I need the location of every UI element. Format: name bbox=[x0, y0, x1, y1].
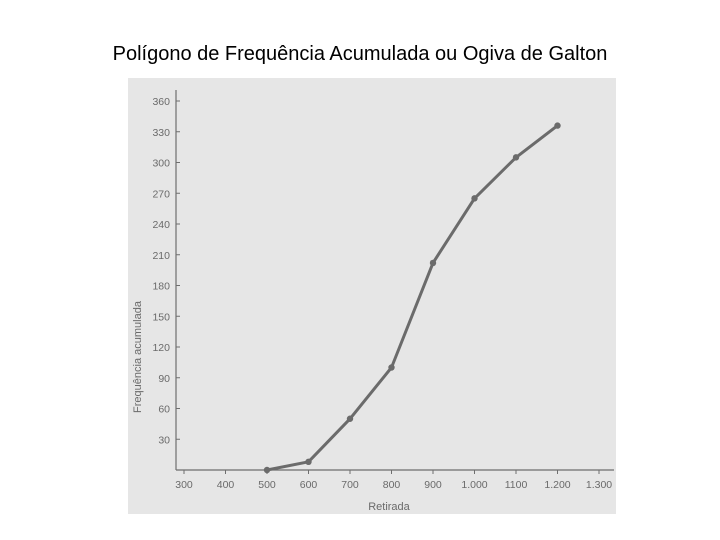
x-axis-label: Retirada bbox=[368, 501, 410, 513]
x-tick-label: 600 bbox=[300, 479, 318, 491]
x-axis-ticks: 300 400 500 600 700 800 900 1.000 1100 1.200 1.300 bbox=[175, 470, 612, 491]
y-tick-label: 180 bbox=[152, 281, 170, 293]
y-axis-label: Frequência acumulada bbox=[132, 300, 144, 413]
y-tick-label: 300 bbox=[152, 158, 170, 170]
x-tick-label: 300 bbox=[175, 479, 193, 491]
data-point bbox=[471, 195, 478, 202]
data-points bbox=[263, 122, 561, 474]
x-tick-label: 400 bbox=[217, 479, 235, 491]
y-tick-label: 90 bbox=[158, 373, 170, 385]
x-tick-label: 800 bbox=[383, 479, 401, 491]
y-tick-label: 360 bbox=[152, 96, 170, 108]
data-point bbox=[388, 364, 395, 371]
y-tick-label: 150 bbox=[152, 311, 170, 323]
x-tick-label: 500 bbox=[258, 479, 276, 491]
data-point bbox=[512, 154, 520, 161]
y-tick-label: 210 bbox=[152, 250, 170, 262]
data-point bbox=[263, 466, 271, 474]
y-tick-label: 240 bbox=[152, 219, 170, 231]
data-point bbox=[305, 458, 312, 465]
chart-canvas: 30 60 90 120 150 180 210 240 270 300 330 360 300 400… bbox=[132, 90, 614, 513]
x-tick-label: 900 bbox=[424, 479, 442, 491]
y-axis-ticks: 30 60 90 120 150 180 210 240 270 300 330 360 bbox=[152, 96, 180, 446]
y-tick-label: 120 bbox=[152, 342, 170, 354]
y-tick-label: 30 bbox=[158, 434, 170, 446]
x-tick-label: 1.000 bbox=[461, 479, 487, 491]
x-tick-label: 1.300 bbox=[586, 479, 612, 491]
y-tick-label: 330 bbox=[152, 127, 170, 139]
slide-title: Polígono de Frequência Acumulada ou Ogiv… bbox=[112, 43, 608, 65]
y-tick-label: 270 bbox=[152, 188, 170, 200]
ogive-chart: 30 60 90 120 150 180 210 240 270 300 330 360 300 400… bbox=[128, 78, 616, 514]
data-point bbox=[346, 415, 354, 422]
x-tick-label: 700 bbox=[341, 479, 359, 491]
y-tick-label: 60 bbox=[158, 404, 170, 416]
x-tick-label: 1100 bbox=[505, 479, 528, 491]
x-tick-label: 1.200 bbox=[544, 479, 570, 491]
data-point bbox=[429, 259, 437, 267]
data-point bbox=[554, 122, 561, 129]
cumulative-frequency-line bbox=[265, 124, 559, 472]
